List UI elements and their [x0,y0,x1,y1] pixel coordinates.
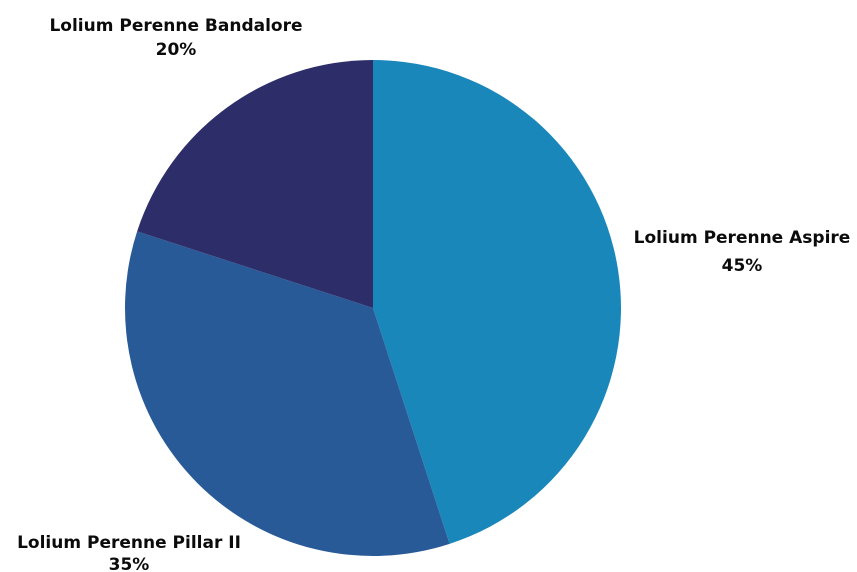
slice-value-aspire: 45% [722,256,763,276]
slice-label-bandalore: Lolium Perenne Bandalore [49,16,302,36]
pie-slice-bandalore [137,60,373,308]
pie-slice-aspire [373,60,621,544]
pie-slice-pillar-ii [125,231,450,557]
slice-label-aspire: Lolium Perenne Aspire [634,228,851,248]
pie-slices [125,60,621,557]
slice-value-bandalore: 20% [156,40,197,60]
slice-label-pillar-ii: Lolium Perenne Pillar II [17,533,241,553]
slice-value-pillar-ii: 35% [109,555,150,572]
